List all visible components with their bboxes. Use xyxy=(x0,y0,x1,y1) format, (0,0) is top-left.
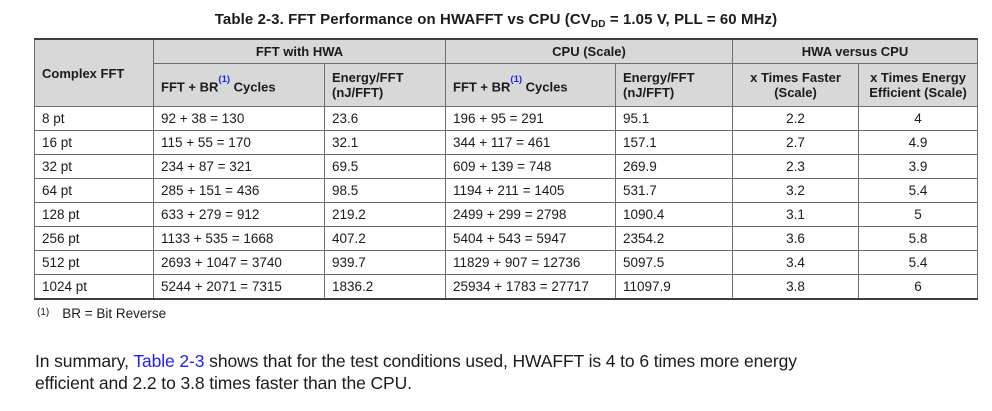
cell-hwa-energy: 32.1 xyxy=(324,130,446,155)
cell-hwa-cycles: 5244 + 2071 = 7315 xyxy=(153,274,325,300)
table-row: 16 pt 115 + 55 = 170 32.1 344 + 117 = 46… xyxy=(34,130,979,155)
group-header-cpu-scale: CPU (Scale) xyxy=(444,38,734,64)
cell-size: 32 pt xyxy=(34,154,154,179)
group-header-hwa-versus-cpu: HWA versus CPU xyxy=(732,38,979,64)
group-header-fft-with-hwa: FFT with HWA xyxy=(153,38,446,64)
cell-cpu-cycles: 1194 + 211 = 1405 xyxy=(445,178,616,203)
cell-cpu-cycles: 344 + 117 = 461 xyxy=(445,130,616,155)
cell-times-efficient: 5.4 xyxy=(858,178,979,203)
cell-cpu-energy: 11097.9 xyxy=(614,274,734,300)
table-title: Table 2-3. FFT Performance on HWAFFT vs … xyxy=(0,11,992,30)
table-row: 1024 pt 5244 + 2071 = 7315 1836.2 25934 … xyxy=(34,274,979,300)
cell-size: 256 pt xyxy=(34,226,154,251)
header-hwa-cycles: FFT + BR(1) Cycles xyxy=(153,63,325,107)
header-cpu-cycles-suffix: Cycles xyxy=(522,79,568,95)
table-row: 64 pt 285 + 151 = 436 98.5 1194 + 211 = … xyxy=(34,178,979,203)
cell-hwa-cycles: 1133 + 535 = 1668 xyxy=(153,226,325,251)
table-row: 8 pt 92 + 38 = 130 23.6 196 + 95 = 291 9… xyxy=(34,106,979,131)
cell-times-efficient: 6 xyxy=(858,274,979,300)
cell-times-faster: 3.4 xyxy=(732,250,860,275)
cell-cpu-cycles: 11829 + 907 = 12736 xyxy=(445,250,616,275)
cell-hwa-cycles: 92 + 38 = 130 xyxy=(153,106,325,131)
cell-hwa-energy: 69.5 xyxy=(324,154,446,179)
cell-times-faster: 3.6 xyxy=(732,226,860,251)
cell-times-faster: 2.7 xyxy=(732,130,860,155)
cell-cpu-energy: 95.1 xyxy=(614,106,734,131)
cell-cpu-cycles: 609 + 139 = 748 xyxy=(445,154,616,179)
footnote-text: BR = Bit Reverse xyxy=(62,306,167,321)
summary-text-before: In summary, xyxy=(35,351,134,371)
cell-hwa-cycles: 115 + 55 = 170 xyxy=(153,130,325,155)
cell-hwa-energy: 23.6 xyxy=(324,106,446,131)
cell-cpu-energy: 157.1 xyxy=(614,130,734,155)
header-cpu-cycles-text: FFT + BR xyxy=(453,79,511,95)
header-times-energy-efficient: x Times Energy Efficient (Scale) xyxy=(858,63,979,107)
header-hwa-cycles-text: FFT + BR xyxy=(161,79,219,95)
cell-hwa-energy: 407.2 xyxy=(324,226,446,251)
table-2-3-link[interactable]: Table 2-3 xyxy=(133,351,205,371)
cell-cpu-energy: 5097.5 xyxy=(614,250,734,275)
cell-size: 16 pt xyxy=(34,130,154,155)
summary-text-line1: shows that for the test conditions used,… xyxy=(204,351,797,371)
cell-hwa-cycles: 633 + 279 = 912 xyxy=(153,202,325,227)
cell-cpu-energy: 1090.4 xyxy=(614,202,734,227)
table-footnote: (1) BR = Bit Reverse xyxy=(37,306,992,321)
cell-cpu-energy: 2354.2 xyxy=(614,226,734,251)
cell-times-faster: 3.2 xyxy=(732,178,860,203)
header-times-faster: x Times Faster (Scale) xyxy=(732,63,860,107)
table-title-suffix: = 1.05 V, PLL = 60 MHz) xyxy=(605,11,778,28)
cell-hwa-cycles: 285 + 151 = 436 xyxy=(153,178,325,203)
cell-cpu-energy: 269.9 xyxy=(614,154,734,179)
header-hwa-energy: Energy/FFT (nJ/FFT) xyxy=(324,63,446,107)
cell-size: 8 pt xyxy=(34,106,154,131)
header-cpu-cycles: FFT + BR(1) Cycles xyxy=(445,63,616,107)
table-group-header-row: Complex FFT FFT with HWA CPU (Scale) HWA… xyxy=(34,38,979,107)
cell-times-efficient: 5.8 xyxy=(858,226,979,251)
table-row: 128 pt 633 + 279 = 912 219.2 2499 + 299 … xyxy=(34,202,979,227)
cell-times-efficient: 5.4 xyxy=(858,250,979,275)
footnote-ref-link[interactable]: (1) xyxy=(218,73,231,85)
table-row: 256 pt 1133 + 535 = 1668 407.2 5404 + 54… xyxy=(34,226,979,251)
cell-size: 1024 pt xyxy=(34,274,154,300)
cell-hwa-energy: 98.5 xyxy=(324,178,446,203)
table-title-text: Table 2-3. FFT Performance on HWAFFT vs … xyxy=(214,11,591,28)
cell-times-faster: 3.8 xyxy=(732,274,860,300)
cell-times-faster: 2.2 xyxy=(732,106,860,131)
footnote-ref-link[interactable]: (1) xyxy=(510,73,523,85)
cell-size: 512 pt xyxy=(34,250,154,275)
summary-paragraph: In summary, Table 2-3 shows that for the… xyxy=(35,351,992,394)
cell-cpu-energy: 531.7 xyxy=(614,178,734,203)
title-subscript: DD xyxy=(590,19,606,30)
cell-hwa-energy: 219.2 xyxy=(324,202,446,227)
cell-times-efficient: 5 xyxy=(858,202,979,227)
cell-times-efficient: 3.9 xyxy=(858,154,979,179)
cell-cpu-cycles: 5404 + 543 = 5947 xyxy=(445,226,616,251)
cell-times-efficient: 4 xyxy=(858,106,979,131)
cell-cpu-cycles: 2499 + 299 = 2798 xyxy=(445,202,616,227)
fft-performance-table: Complex FFT FFT with HWA CPU (Scale) HWA… xyxy=(34,38,979,300)
cell-times-faster: 2.3 xyxy=(732,154,860,179)
header-cpu-energy: Energy/FFT (nJ/FFT) xyxy=(614,63,734,107)
cell-times-efficient: 4.9 xyxy=(858,130,979,155)
header-hwa-cycles-suffix: Cycles xyxy=(230,79,276,95)
header-complex-fft: Complex FFT xyxy=(34,38,154,107)
table-column-header-row: FFT + BR(1) Cycles Energy/FFT (nJ/FFT) F… xyxy=(35,63,979,107)
cell-cpu-cycles: 25934 + 1783 = 27717 xyxy=(445,274,616,300)
summary-text-line2: efficient and 2.2 to 3.8 times faster th… xyxy=(35,372,412,393)
cell-hwa-cycles: 2693 + 1047 = 3740 xyxy=(153,250,325,275)
cell-size: 64 pt xyxy=(34,178,154,203)
cell-times-faster: 3.1 xyxy=(732,202,860,227)
cell-hwa-energy: 939.7 xyxy=(324,250,446,275)
cell-size: 128 pt xyxy=(34,202,154,227)
table-row: 512 pt 2693 + 1047 = 3740 939.7 11829 + … xyxy=(34,250,979,275)
cell-cpu-cycles: 196 + 95 = 291 xyxy=(445,106,616,131)
document-content: Complex FFT FFT with HWA CPU (Scale) HWA… xyxy=(34,38,992,394)
cell-hwa-cycles: 234 + 87 = 321 xyxy=(153,154,325,179)
cell-hwa-energy: 1836.2 xyxy=(324,274,446,300)
footnote-marker: (1) xyxy=(37,307,50,318)
table-row: 32 pt 234 + 87 = 321 69.5 609 + 139 = 74… xyxy=(34,154,979,179)
